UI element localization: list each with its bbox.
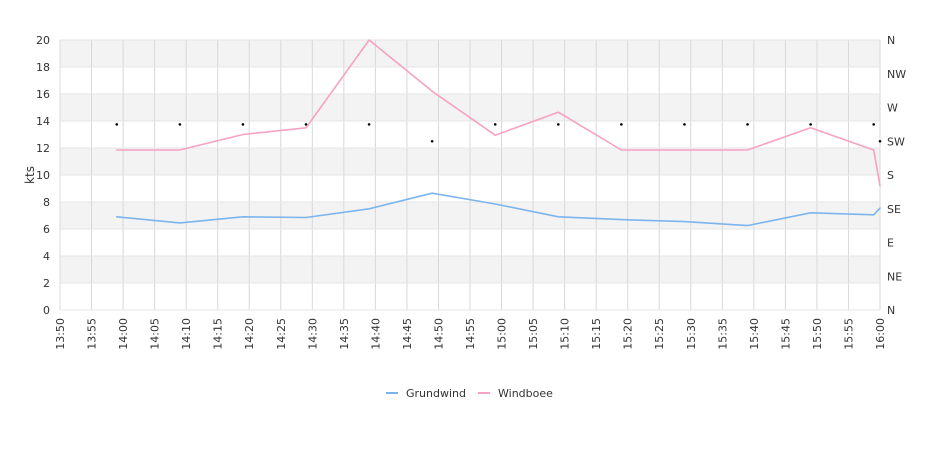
- y-axis-title: kts: [23, 166, 37, 184]
- y-tick-label: 0: [43, 304, 50, 317]
- series-line-grundwind: [116, 192, 881, 227]
- y-tick-label: 6: [43, 223, 50, 236]
- x-tick-label: 15:40: [748, 318, 761, 350]
- direction-axis-tick-labels: N NE E SE S SW W NW N: [887, 34, 906, 317]
- x-tick-label: 15:15: [590, 318, 603, 350]
- direction-tick-label: NE: [887, 270, 902, 283]
- x-tick-label: 14:00: [117, 318, 130, 350]
- direction-tick-label: SE: [887, 203, 901, 216]
- legend: Grundwind Windboee: [386, 387, 553, 400]
- direction-point: [557, 123, 560, 126]
- x-tick-label: 15:45: [779, 318, 792, 350]
- direction-point: [878, 139, 882, 143]
- y-tick-label: 8: [43, 196, 50, 209]
- x-tick-label: 15:35: [716, 318, 729, 350]
- x-tick-label: 13:55: [86, 318, 99, 350]
- direction-point: [620, 123, 623, 126]
- x-tick-label: 13:50: [54, 318, 67, 350]
- direction-tick-label: NW: [887, 68, 906, 81]
- x-tick-label: 14:40: [369, 318, 382, 350]
- direction-tick-label: S: [887, 169, 894, 182]
- x-tick-label: 15:10: [559, 318, 572, 350]
- x-tick-label: 14:10: [180, 318, 193, 350]
- x-tick-label: 15:05: [527, 318, 540, 350]
- y-tick-label: 20: [36, 34, 50, 47]
- direction-tick-label: E: [887, 237, 894, 250]
- direction-point: [683, 123, 686, 126]
- x-tick-label: 14:55: [464, 318, 477, 350]
- y-tick-label: 14: [36, 115, 50, 128]
- y-tick-label: 4: [43, 250, 50, 263]
- x-tick-label: 15:55: [842, 318, 855, 350]
- y-tick-label: 16: [36, 88, 50, 101]
- x-tick-label: 16:00: [874, 318, 887, 350]
- direction-point: [430, 139, 434, 143]
- y-tick-label: 18: [36, 61, 50, 74]
- series-lines: [116, 39, 881, 227]
- direction-point: [241, 123, 245, 126]
- x-tick-label: 14:50: [432, 318, 445, 350]
- x-tick-label: 14:35: [338, 318, 351, 350]
- direction-point: [746, 123, 749, 126]
- x-tick-label: 15:25: [653, 318, 666, 350]
- y-axis-tick-labels: 0 2 4 6 8 10 12 14 16 18 20: [36, 34, 50, 317]
- x-tick-label: 15:20: [622, 318, 635, 350]
- direction-point: [367, 123, 371, 126]
- direction-points: [115, 123, 882, 143]
- direction-point: [115, 123, 119, 126]
- direction-point: [809, 123, 812, 126]
- direction-point: [304, 123, 308, 126]
- direction-point: [178, 123, 182, 126]
- x-tick-label: 15:00: [496, 318, 509, 350]
- y-tick-label: 12: [36, 142, 50, 155]
- direction-point: [872, 123, 875, 126]
- direction-point: [493, 123, 497, 126]
- x-tick-label: 14:45: [401, 318, 414, 350]
- x-tick-label: 14:05: [149, 318, 162, 350]
- x-tick-label: 15:30: [685, 318, 698, 350]
- direction-tick-label: SW: [887, 135, 905, 148]
- x-tick-label: 14:25: [275, 318, 288, 350]
- x-tick-label: 15:50: [811, 318, 824, 350]
- legend-label[interactable]: Windboee: [498, 387, 553, 400]
- direction-tick-label: N: [887, 304, 895, 317]
- direction-tick-label: W: [887, 102, 898, 115]
- horizontal-gridlines: [60, 39, 880, 311]
- y-tick-label: 10: [36, 169, 50, 182]
- x-tick-label: 14:15: [212, 318, 225, 350]
- x-tick-label: 14:20: [243, 318, 256, 350]
- direction-tick-label: N: [887, 34, 895, 47]
- x-tick-label: 14:30: [306, 318, 319, 350]
- y-tick-label: 2: [43, 277, 50, 290]
- x-axis-tick-labels: 13:50 13:55 14:00 14:05 14:10 14:15 14:20 14:25…: [54, 318, 887, 350]
- series-line-windboee: [116, 39, 881, 187]
- legend-label[interactable]: Grundwind: [406, 387, 466, 400]
